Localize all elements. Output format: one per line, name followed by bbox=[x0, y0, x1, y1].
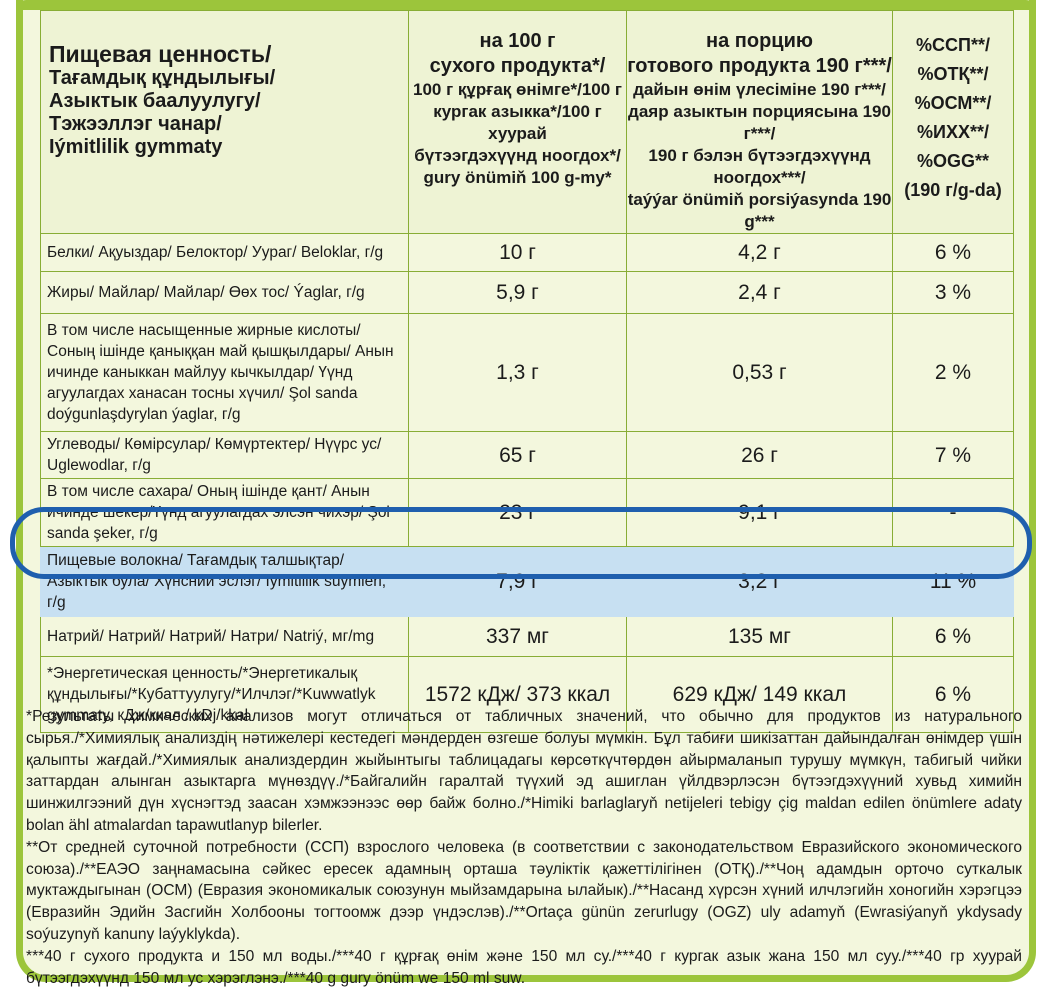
header-percent-daily: %ССП**/ %ОТҚ**/ %ОСМ**/ %ИХХ**/ %OGG** (… bbox=[892, 10, 1014, 234]
header-row: Пищевая ценность/ Тағамдық құндылығы/ Аз… bbox=[40, 10, 1014, 234]
row-label-fiber: Пищевые волокна/ Тағамдық талшықтар/ Азы… bbox=[40, 546, 409, 617]
header-title-tk: Iýmitlilik gymmaty bbox=[49, 136, 223, 158]
row-pct-sugars: - bbox=[892, 478, 1014, 547]
header-portion-line: даяр азыктын порциясына 190 г***/ bbox=[628, 102, 891, 143]
row-label-sodium: Натрий/ Натрий/ Натрий/ Натри/ Natriý, м… bbox=[40, 616, 409, 657]
header-pct-line: %ИХХ**/ bbox=[917, 122, 989, 142]
frame-top-edge bbox=[16, 0, 1036, 10]
header-per-portion: на порцию готового продукта 190 г***/ да… bbox=[626, 10, 893, 234]
header-nutrition-value: Пищевая ценность/ Тағамдық құндылығы/ Аз… bbox=[40, 10, 409, 234]
header-portion-line: 190 г бэлэн бүтээгдэхүүнд ноогдох***/ bbox=[648, 146, 871, 187]
row-per100-carbohydrates: 65 г bbox=[408, 431, 627, 479]
header-pct-line: %OGG** bbox=[916, 151, 990, 171]
row-per100-sodium: 337 мг bbox=[408, 616, 627, 657]
table-row: В том числе насыщенные жирные кислоты/ С… bbox=[40, 313, 1014, 432]
header-per100-line: кургак азыкка*/100 г хуурай bbox=[433, 102, 602, 143]
header-title-kk: Тағамдық құндылығы/ bbox=[49, 67, 276, 89]
row-portion-fat: 2,4 г bbox=[626, 271, 893, 314]
header-per100-line: на 100 г bbox=[479, 30, 556, 52]
footnote-preparation: ***40 г сухого продукта и 150 мл воды./*… bbox=[26, 947, 1022, 987]
row-label-energy: *Энергетическая ценность/*Энергетикалық … bbox=[40, 656, 409, 733]
row-per100-fat: 5,9 г bbox=[408, 271, 627, 314]
header-portion-line: дайын өнім үлесіміне 190 г***/ bbox=[633, 80, 886, 99]
row-pct-carbohydrates: 7 % bbox=[892, 431, 1014, 479]
table-row: Жиры/ Майлар/ Майлар/ Өөх тос/ Ýaglar, г… bbox=[40, 271, 1014, 314]
table-row: Углеводы/ Көмірсулар/ Көмүртектер/ Нүүрс… bbox=[40, 431, 1014, 479]
table-row-highlighted: Пищевые волокна/ Тағамдық талшықтар/ Азы… bbox=[40, 546, 1014, 617]
row-pct-energy: 6 % bbox=[892, 656, 1014, 733]
header-pct-line: %ОТҚ**/ bbox=[917, 64, 989, 84]
row-per100-protein: 10 г bbox=[408, 233, 627, 272]
header-per100-line: бүтээгдэхүүнд ноогдох*/ bbox=[414, 146, 621, 165]
header-portion-line: taýýar önümiň porsiýasynda 190 g*** bbox=[627, 190, 892, 231]
header-per100-line: сухого продукта*/ bbox=[429, 55, 606, 77]
row-portion-protein: 4,2 г bbox=[626, 233, 893, 272]
row-per100-fiber: 7,9 г bbox=[408, 546, 627, 617]
row-label-protein: Белки/ Ақуыздар/ Белоктор/ Уураг/ Belokl… bbox=[40, 233, 409, 272]
footnote-daily-requirement: **От средней суточной потребности (ССП) … bbox=[26, 838, 1022, 943]
row-label-saturated-fat: В том числе насыщенные жирные кислоты/ С… bbox=[40, 313, 409, 432]
footnote-chemical-analysis: *Результаты химических анализов могут от… bbox=[26, 708, 1022, 834]
row-per100-saturated-fat: 1,3 г bbox=[408, 313, 627, 432]
row-portion-energy: 629 кДж/ 149 ккал bbox=[626, 656, 893, 733]
header-pct-line: %ОСМ**/ bbox=[914, 93, 992, 113]
row-portion-sodium: 135 мг bbox=[626, 616, 893, 657]
nutrition-table: Пищевая ценность/ Тағамдық құндылығы/ Аз… bbox=[40, 10, 1014, 733]
footnotes: *Результаты химических анализов могут от… bbox=[26, 706, 1022, 989]
header-title-ky: Азыктык баалуулугу/ bbox=[49, 90, 261, 112]
header-per-100g: на 100 г сухого продукта*/ 100 г құрғақ … bbox=[408, 10, 627, 234]
row-pct-fiber: 11 % bbox=[892, 546, 1014, 617]
header-title-mn: Тэжээллэг чанар/ bbox=[49, 113, 222, 135]
row-pct-protein: 6 % bbox=[892, 233, 1014, 272]
table-row: В том числе сахара/ Оның ішінде қант/ Ан… bbox=[40, 478, 1014, 547]
row-pct-sodium: 6 % bbox=[892, 616, 1014, 657]
row-portion-carbohydrates: 26 г bbox=[626, 431, 893, 479]
header-per100-line: gury önümiň 100 g-my* bbox=[423, 168, 612, 187]
row-label-fat: Жиры/ Майлар/ Майлар/ Өөх тос/ Ýaglar, г… bbox=[40, 271, 409, 314]
header-portion-line: готового продукта 190 г***/ bbox=[627, 55, 892, 77]
row-portion-sugars: 9,1 г bbox=[626, 478, 893, 547]
table-row: *Энергетическая ценность/*Энергетикалық … bbox=[40, 656, 1014, 733]
table-row: Натрий/ Натрий/ Натрий/ Натри/ Natriý, м… bbox=[40, 616, 1014, 657]
table-row: Белки/ Ақуыздар/ Белоктор/ Уураг/ Belokl… bbox=[40, 233, 1014, 272]
row-label-carbohydrates: Углеводы/ Көмірсулар/ Көмүртектер/ Нүүрс… bbox=[40, 431, 409, 479]
header-title-ru: Пищевая ценность/ bbox=[49, 41, 272, 67]
row-per100-sugars: 23 г bbox=[408, 478, 627, 547]
row-portion-fiber: 3,2 г bbox=[626, 546, 893, 617]
row-label-sugars: В том числе сахара/ Оның ішінде қант/ Ан… bbox=[40, 478, 409, 547]
row-portion-saturated-fat: 0,53 г bbox=[626, 313, 893, 432]
row-pct-fat: 3 % bbox=[892, 271, 1014, 314]
header-portion-line: на порцию bbox=[706, 30, 813, 52]
row-pct-saturated-fat: 2 % bbox=[892, 313, 1014, 432]
header-pct-line: (190 г/g-da) bbox=[904, 180, 1002, 200]
header-pct-line: %ССП**/ bbox=[916, 35, 990, 55]
header-per100-line: 100 г құрғақ өнімге*/100 г bbox=[413, 80, 622, 99]
